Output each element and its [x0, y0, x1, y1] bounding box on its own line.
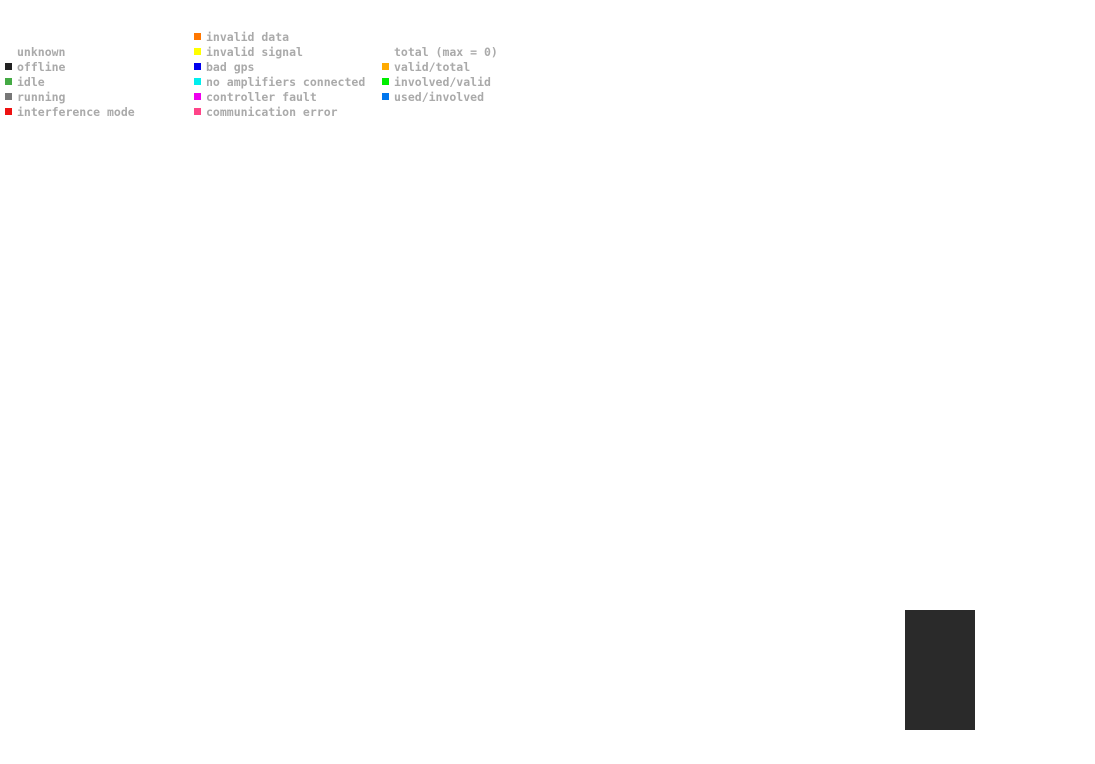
legend-label: no amplifiers connected [206, 75, 366, 89]
legend-label: bad gps [206, 60, 255, 74]
legend-swatch [194, 48, 201, 55]
legend-swatch [5, 93, 12, 100]
legend-label: interference mode [17, 105, 135, 119]
legend-swatch [382, 78, 389, 85]
legend-label: total (max = 0) [394, 45, 498, 59]
legend-label: controller fault [206, 90, 317, 104]
legend-swatch [194, 108, 201, 115]
legend-label: idle [17, 75, 45, 89]
legend-swatch [194, 78, 201, 85]
legend-label: involved/valid [394, 75, 491, 89]
legend-swatch [382, 63, 389, 70]
legend-swatch [194, 33, 201, 40]
legend-swatch [382, 93, 389, 100]
dark-panel [905, 610, 975, 730]
legend-label: communication error [206, 105, 338, 119]
legend-label: offline [17, 60, 66, 74]
legend-label: unknown [17, 45, 66, 59]
legend-label: running [17, 90, 66, 104]
legend-swatch [5, 108, 12, 115]
legend-label: valid/total [394, 60, 471, 74]
legend-swatch [5, 78, 12, 85]
legend-swatch [194, 93, 201, 100]
legend-label: invalid data [206, 30, 290, 44]
legend-swatch [194, 63, 201, 70]
legend-label: invalid signal [206, 45, 303, 59]
legend-swatch [5, 63, 12, 70]
legend-label: used/involved [394, 90, 485, 104]
